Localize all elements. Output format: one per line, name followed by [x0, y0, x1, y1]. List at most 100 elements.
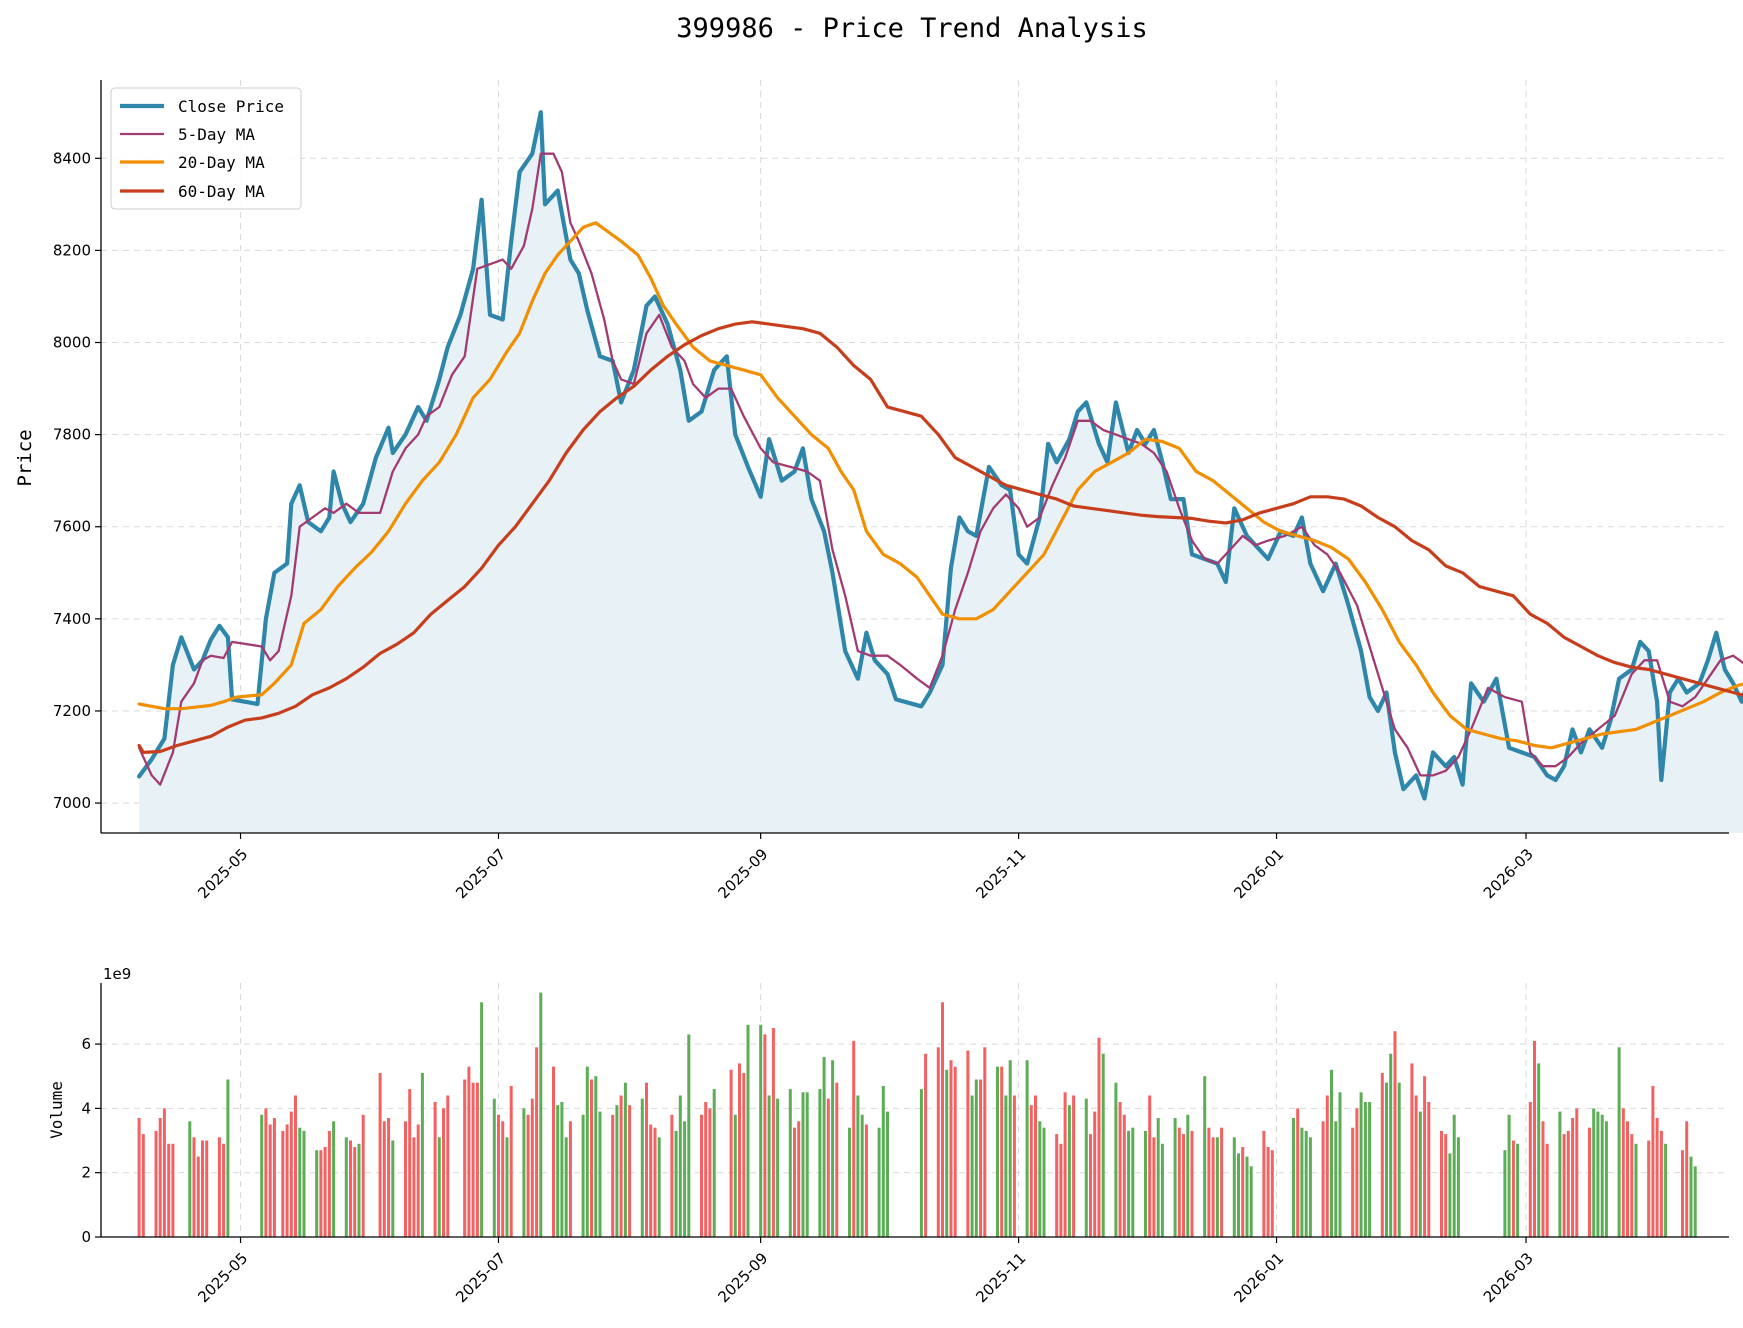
volume-bar [1072, 1095, 1076, 1237]
volume-bar [1393, 1031, 1397, 1237]
volume-bar [332, 1121, 336, 1237]
legend-20-day-ma-label: 20-Day MA [178, 153, 265, 172]
volume-bar [949, 1060, 953, 1237]
volume-bar [945, 1069, 949, 1237]
volume-bar [801, 1092, 805, 1237]
volume-bar [404, 1121, 407, 1237]
volume-bar [1144, 1130, 1147, 1237]
volume-bar [1575, 1108, 1579, 1237]
volume-bar [1596, 1111, 1600, 1237]
volume-bar [864, 1124, 868, 1237]
volume-bar [1127, 1130, 1131, 1237]
volume-bar [924, 1053, 928, 1237]
volume-bar [1503, 1150, 1507, 1237]
volume-bar [1448, 1153, 1452, 1237]
volume-bar [797, 1121, 801, 1237]
volume-bar [826, 1098, 830, 1237]
volume-bar [877, 1127, 881, 1237]
volume-bar [1262, 1130, 1266, 1237]
volume-bar [1418, 1111, 1422, 1237]
volume-bar [953, 1066, 957, 1237]
volume-bar [357, 1143, 361, 1237]
volume-bar [260, 1114, 264, 1237]
volume-bar [1427, 1102, 1431, 1237]
chart-title: 399986 - Price Trend Analysis [676, 13, 1147, 44]
volume-bar [1004, 1095, 1008, 1237]
volume-bar [217, 1137, 221, 1237]
volume-bar [1122, 1114, 1126, 1237]
volume-bar [1042, 1127, 1046, 1237]
volume-bar [1207, 1127, 1211, 1237]
volume-bar [708, 1108, 712, 1237]
volume-bar [848, 1127, 851, 1237]
close-price-area-fill [139, 112, 1743, 833]
volume-bar [805, 1092, 809, 1237]
volume-bar [581, 1114, 585, 1237]
volume-bar [1173, 1118, 1177, 1237]
volume-bar [1541, 1121, 1545, 1237]
volume-bar [480, 1002, 484, 1237]
volume-bar [1626, 1121, 1629, 1237]
volume-y-tick-label: 2 [81, 1164, 91, 1182]
price-y-tick-label: 8400 [53, 149, 91, 167]
price-y-axis-title: Price [14, 429, 36, 486]
volume-bar [1397, 1082, 1401, 1237]
volume-bar [539, 992, 543, 1237]
volume-bar [552, 1066, 555, 1237]
volume-bar [1423, 1076, 1427, 1237]
volume-bar [1038, 1121, 1042, 1237]
volume-bar [1131, 1127, 1135, 1237]
legend-5-day-ma-label: 5-Day MA [178, 125, 255, 144]
legend-box [110, 87, 302, 210]
volume-bar [700, 1114, 703, 1237]
volume-bar [1220, 1127, 1224, 1237]
volume-bar [1152, 1137, 1156, 1237]
volume-bar [1664, 1143, 1668, 1237]
volume-bar [141, 1134, 145, 1237]
price-y-tick-label: 7200 [53, 702, 91, 720]
volume-bar [564, 1137, 568, 1237]
volume-bar [1685, 1121, 1689, 1237]
volume-bar [1296, 1108, 1300, 1237]
volume-bar [1055, 1134, 1059, 1237]
volume-bar [653, 1127, 657, 1237]
volume-bar [1621, 1108, 1625, 1237]
volume-bar [1237, 1153, 1240, 1237]
volume-bar [1693, 1166, 1697, 1237]
volume-bar [1380, 1073, 1384, 1237]
volume-bar [378, 1073, 382, 1237]
volume-bar [1368, 1102, 1372, 1237]
volume-bar [1114, 1082, 1118, 1237]
volume-bar [767, 1095, 771, 1237]
volume-bar [1325, 1095, 1329, 1237]
volume-bar [420, 1073, 424, 1237]
legend-close-price-label: Close Price [178, 97, 284, 116]
volume-bar [492, 1098, 496, 1237]
volume-bar [344, 1137, 348, 1237]
volume-bar [1190, 1130, 1194, 1237]
volume-bar [856, 1095, 860, 1237]
volume-bar [226, 1079, 230, 1237]
volume-bar [1059, 1143, 1063, 1237]
volume-bar [281, 1130, 285, 1237]
volume-bar [1304, 1130, 1308, 1237]
volume-bar [687, 1034, 691, 1237]
volume-bar [522, 1108, 526, 1237]
volume-bar [201, 1140, 204, 1237]
volume-bar [746, 1024, 750, 1237]
volume-bar [1444, 1134, 1448, 1237]
volume-bar [628, 1105, 632, 1237]
volume-bar [285, 1124, 289, 1237]
volume-bar [526, 1114, 530, 1237]
volume-bar [590, 1079, 593, 1237]
volume-bar [1249, 1166, 1253, 1237]
volume-bar [560, 1102, 564, 1237]
volume-bar [1241, 1147, 1245, 1237]
volume-bar [611, 1114, 615, 1237]
volume-bar [1029, 1105, 1033, 1237]
volume-bar [408, 1089, 412, 1237]
volume-bar [162, 1108, 166, 1237]
series-line-5-day-ma [137, 152, 1743, 786]
volume-bar [763, 1034, 767, 1237]
